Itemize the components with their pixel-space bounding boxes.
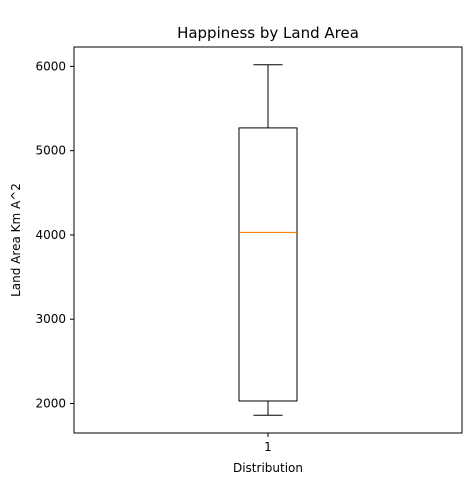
y-tick-label: 4000 (35, 228, 66, 242)
x-axis: 1 (264, 433, 272, 454)
box-plot-series (238, 64, 298, 416)
x-axis-label: Distribution (233, 461, 303, 475)
y-tick-label: 6000 (35, 59, 66, 73)
box-1 (238, 64, 298, 416)
iqr-box (238, 127, 298, 402)
y-axis-label: Land Area Km A^2 (9, 183, 23, 297)
chart-title: Happiness by Land Area (177, 24, 359, 42)
x-tick-label: 1 (264, 440, 272, 454)
y-tick-label: 5000 (35, 144, 66, 158)
y-axis: 2000 3000 4000 5000 6000 (35, 59, 74, 411)
y-tick-label: 2000 (35, 397, 66, 411)
y-tick-label: 3000 (35, 312, 66, 326)
